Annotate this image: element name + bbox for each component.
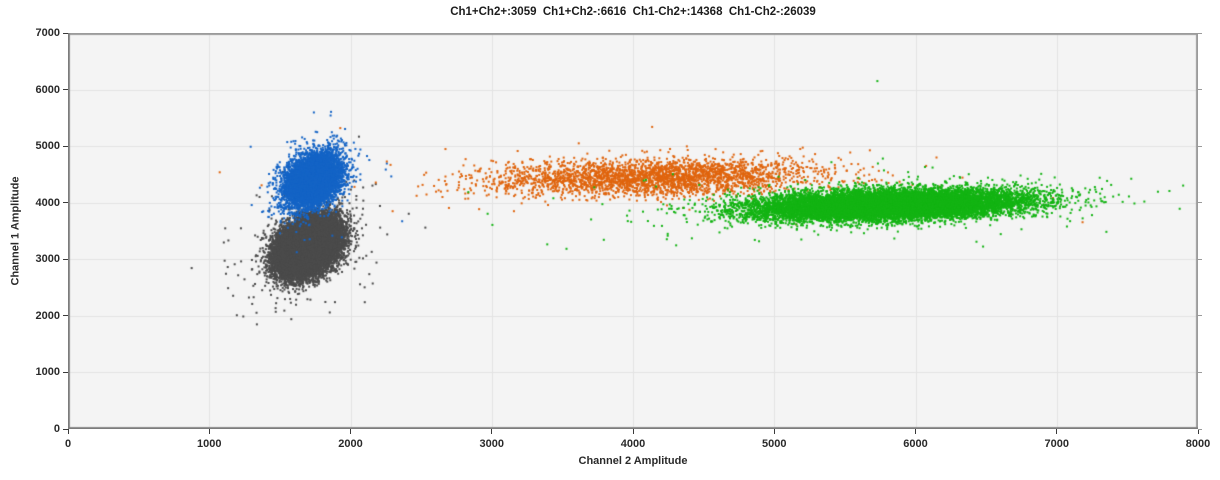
x-tick-label: 7000 [1044, 438, 1069, 450]
y-tick-mark [63, 315, 68, 317]
x-tick-mark [1197, 429, 1199, 434]
x-tick-label: 4000 [620, 438, 646, 450]
y-tick-mark [63, 428, 68, 430]
chart-title: Ch1+Ch2+:3059 Ch1+Ch2-:6616 Ch1-Ch2+:143… [450, 6, 816, 18]
x-tick-label: 2000 [338, 438, 363, 450]
x-tick-mark [350, 429, 351, 434]
x-axis-label: Channel 2 Amplitude [578, 455, 688, 467]
y-tick-mark [63, 145, 68, 147]
x-tick-label: 6000 [903, 438, 928, 450]
y-right-tick-mark [1198, 89, 1202, 91]
y-tick-mark [63, 371, 68, 373]
y-right-tick-mark [1198, 315, 1202, 317]
x-tick-label: 1000 [197, 438, 222, 450]
y-tick-label: 7000 [35, 27, 60, 39]
x-tick-label: 3000 [479, 438, 504, 450]
y-right-tick-mark [1198, 371, 1202, 373]
y-right-tick-mark [1198, 258, 1202, 260]
y-tick-label: 6000 [35, 83, 60, 96]
y-tick-label: 2000 [35, 309, 60, 322]
y-tick-mark [63, 258, 68, 260]
y-tick-label: 1000 [35, 366, 60, 379]
x-tick-label: 0 [64, 438, 72, 450]
y-tick-label: 4000 [35, 196, 60, 209]
y-tick-mark [63, 89, 68, 91]
y-right-tick-mark [1198, 32, 1202, 34]
x-tick-label: 8000 [1185, 438, 1211, 450]
x-tick-label: 5000 [762, 438, 787, 450]
y-tick-mark [63, 202, 68, 204]
scatter-plot-area [68, 33, 1198, 429]
y-tick-label: 5000 [35, 140, 60, 153]
x-tick-mark [1056, 429, 1058, 434]
y-right-tick-mark [1198, 428, 1202, 430]
x-tick-mark [773, 429, 775, 434]
y-tick-label: 3000 [35, 253, 60, 266]
y-right-tick-mark [1198, 145, 1202, 147]
y-right-tick-mark [1198, 202, 1202, 204]
x-tick-mark [491, 429, 493, 434]
x-tick-mark [915, 429, 916, 434]
x-tick-mark [632, 429, 634, 434]
x-tick-mark [208, 429, 210, 434]
y-tick-mark [63, 32, 68, 34]
x-tick-mark [67, 429, 69, 434]
y-tick-label: 0 [53, 423, 60, 435]
